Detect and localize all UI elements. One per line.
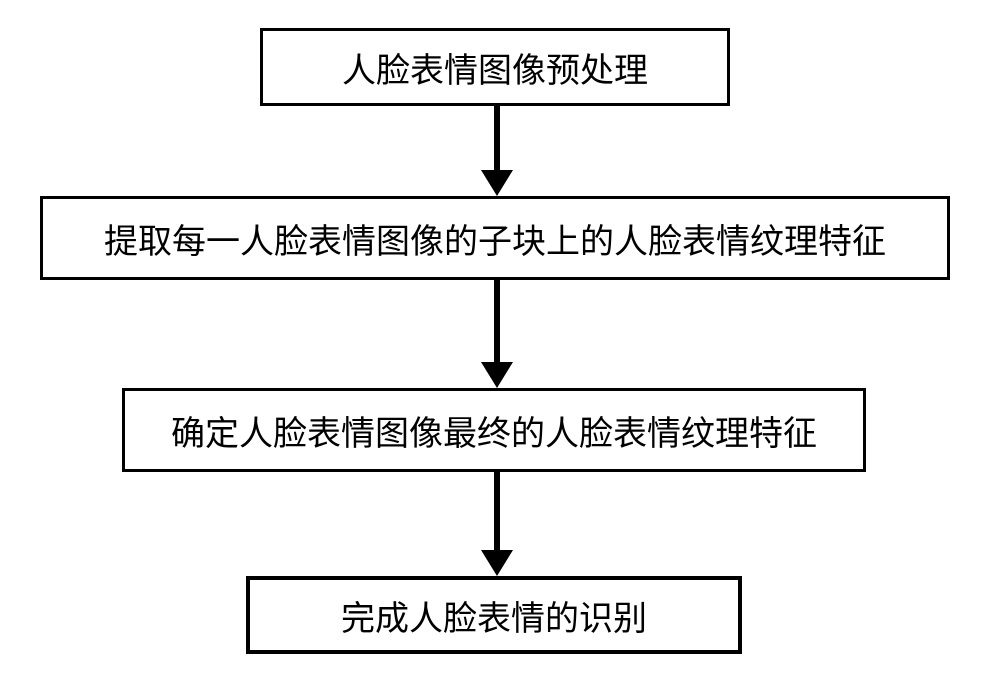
flowchart-canvas: 人脸表情图像预处理 提取每一人脸表情图像的子块上的人脸表情纹理特征 确定人脸表情… bbox=[0, 0, 1000, 681]
flow-node-label: 提取每一人脸表情图像的子块上的人脸表情纹理特征 bbox=[104, 214, 886, 263]
flow-node-complete-recognition: 完成人脸表情的识别 bbox=[246, 576, 742, 654]
flow-node-extract-subblock-features: 提取每一人脸表情图像的子块上的人脸表情纹理特征 bbox=[40, 196, 950, 280]
flow-node-preprocess: 人脸表情图像预处理 bbox=[260, 28, 730, 106]
arrow-head-icon bbox=[481, 170, 513, 196]
arrow-head-icon bbox=[481, 362, 513, 388]
arrow-head-icon bbox=[481, 550, 513, 576]
arrow-shaft bbox=[494, 280, 500, 362]
flow-node-label: 确定人脸表情图像最终的人脸表情纹理特征 bbox=[171, 406, 817, 455]
flow-node-label: 完成人脸表情的识别 bbox=[341, 591, 647, 640]
arrow-shaft bbox=[494, 472, 500, 550]
flow-node-determine-final-features: 确定人脸表情图像最终的人脸表情纹理特征 bbox=[122, 388, 866, 472]
flow-node-label: 人脸表情图像预处理 bbox=[342, 43, 648, 92]
arrow-shaft bbox=[494, 106, 500, 170]
